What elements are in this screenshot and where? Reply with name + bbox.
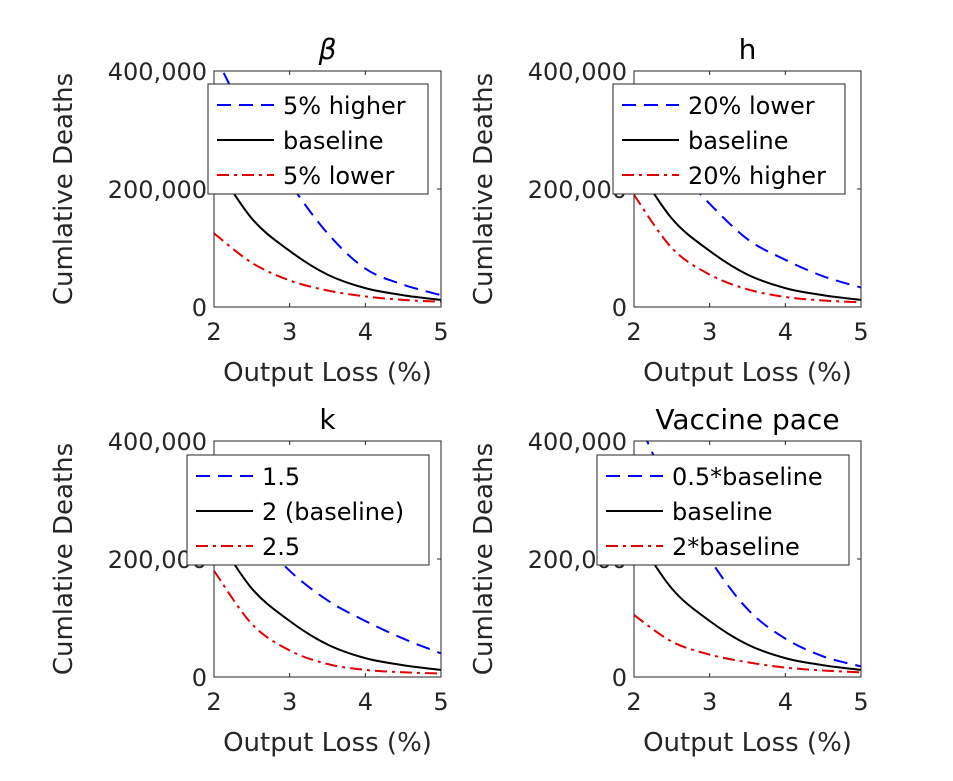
legend: 5% higher baseline 5% lower [207,83,429,195]
x-tick-label: 5 [433,318,448,346]
x-tick-label: 4 [358,318,373,346]
y-tick-label: 0 [612,664,627,692]
legend: 20% lower baseline 20% higher [612,83,846,195]
y-tick-label: 200,000 [528,176,627,204]
legend-label-3: 2.5 [262,533,300,561]
x-tick-label: 5 [853,688,868,716]
chart-title: h [739,33,757,66]
x-axis-label: Output Loss (%) [643,728,852,758]
series-line-3 [214,570,441,675]
y-tick-label: 400,000 [528,58,627,86]
series-line-3 [214,232,441,303]
y-tick-label: 400,000 [528,428,627,456]
series-line-1 [214,481,441,655]
legend-label-2: baseline [688,127,789,155]
legend: 1.5 2 (baseline) 2.5 [186,454,430,566]
x-tick-label: 4 [778,318,793,346]
x-tick-label: 2 [626,318,641,346]
y-tick-label: 200,000 [108,176,207,204]
series-line-3 [634,194,861,304]
x-tick-label: 4 [358,688,373,716]
x-tick-label: 3 [282,318,297,346]
chart-panel-1: 2 3 4 5 0 200,000 400,000 Output Loss (%) Cumlat… [49,33,449,388]
legend-label-1: 20% lower [688,92,815,120]
x-axis-label: Output Loss (%) [643,358,852,388]
series-line-3 [634,614,861,674]
legend-label-3: 2*baseline [672,533,800,561]
x-tick-label: 2 [206,318,221,346]
x-axis-label: Output Loss (%) [223,728,432,758]
chart-title: β [318,33,337,66]
legend-label-1: 1.5 [262,463,300,491]
x-tick-label: 5 [433,688,448,716]
y-axis-label: Cumlative Deaths [469,73,499,305]
legend-label-2: 2 (baseline) [262,498,404,526]
x-tick-label: 4 [778,688,793,716]
legend-label-2: baseline [283,127,384,155]
y-tick-label: 400,000 [108,58,207,86]
y-tick-label: 400,000 [108,428,207,456]
series-line-2 [634,531,861,671]
legend: 0.5*baseline baseline 2*baseline [596,454,850,566]
x-tick-label: 2 [206,688,221,716]
legend-label-1: 0.5*baseline [672,463,823,491]
x-tick-label: 3 [282,688,297,716]
legend-label-3: 20% higher [688,162,826,190]
chart-title: k [319,403,336,436]
legend-label-3: 5% lower [283,162,394,190]
y-axis-label: Cumlative Deaths [469,443,499,675]
y-axis-label: Cumlative Deaths [49,73,79,305]
chart-title: Vaccine pace [655,403,839,436]
x-tick-label: 5 [853,318,868,346]
series-line-2 [214,161,441,301]
legend-label-2: baseline [672,498,773,526]
series-line-1 [645,441,861,668]
y-tick-label: 0 [192,294,207,322]
y-tick-label: 0 [192,664,207,692]
chart-panel-2: 2 3 4 5 0 200,000 400,000 Output Loss (%) Cumlat… [469,33,869,388]
series-line-2 [214,531,441,671]
x-tick-label: 3 [702,688,717,716]
legend-label-1: 5% higher [283,92,406,120]
y-tick-label: 0 [612,294,627,322]
series-line-2 [634,161,861,301]
y-axis-label: Cumlative Deaths [49,443,79,675]
x-axis-label: Output Loss (%) [223,358,432,388]
x-tick-label: 3 [702,318,717,346]
x-tick-label: 2 [626,688,641,716]
series-line-1 [634,117,861,289]
